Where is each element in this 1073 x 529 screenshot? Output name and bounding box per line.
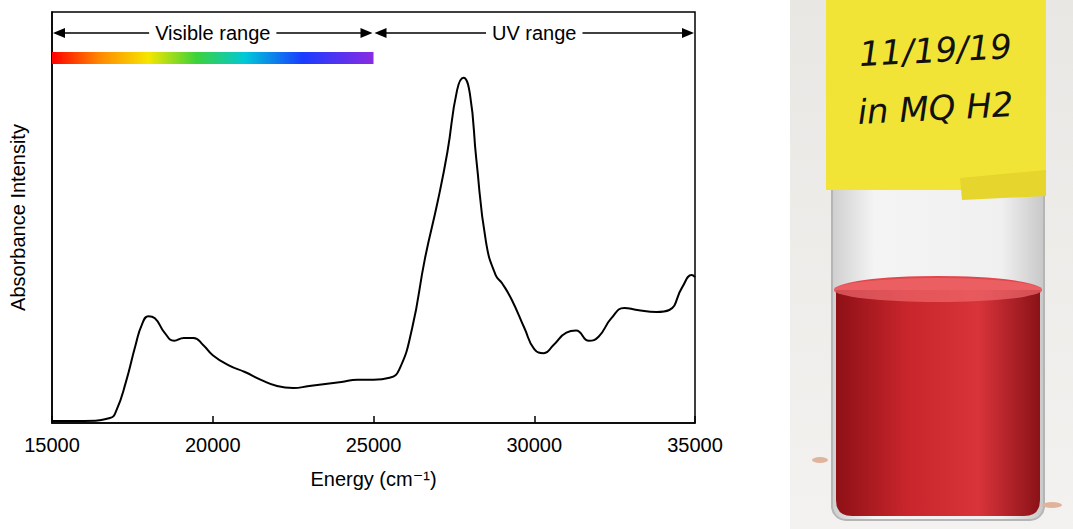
- svg-text:Energy (cm⁻¹): Energy (cm⁻¹): [310, 468, 436, 490]
- svg-text:20000: 20000: [185, 434, 241, 456]
- svg-text:11/19/19: 11/19/19: [858, 26, 1013, 74]
- svg-text:in MQ H2: in MQ H2: [856, 84, 1014, 132]
- svg-text:30000: 30000: [506, 434, 562, 456]
- svg-text:15000: 15000: [24, 434, 80, 456]
- svg-text:Absorbance Intensity: Absorbance Intensity: [7, 124, 29, 311]
- svg-text:Visible range: Visible range: [155, 22, 270, 44]
- svg-text:UV range: UV range: [492, 22, 577, 44]
- svg-text:35000: 35000: [667, 434, 723, 456]
- svg-text:25000: 25000: [346, 434, 402, 456]
